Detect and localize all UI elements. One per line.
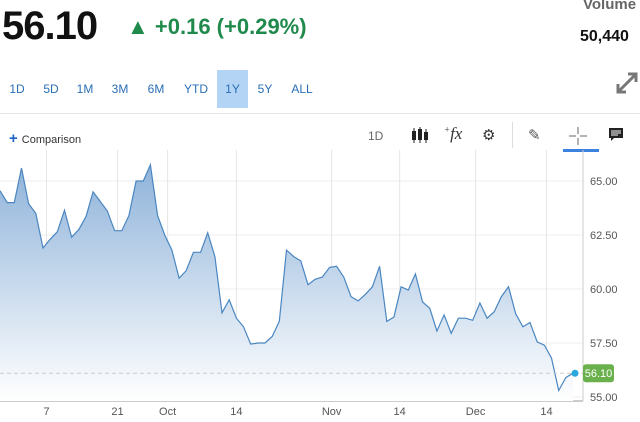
range-tab-all[interactable]: ALL bbox=[291, 82, 313, 96]
crosshair-icon[interactable] bbox=[568, 126, 588, 149]
expand-icon[interactable] bbox=[614, 70, 640, 96]
price-area bbox=[0, 164, 573, 401]
range-tab-3m[interactable]: 3M bbox=[111, 82, 129, 96]
x-tick-label: 7 bbox=[43, 406, 49, 418]
y-tick-label: 65.00 bbox=[590, 176, 618, 188]
range-tab-5d[interactable]: 5D bbox=[43, 82, 59, 96]
indicator-fx-icon[interactable]: +fx bbox=[444, 124, 463, 143]
divider bbox=[0, 113, 640, 114]
x-tick-label: 21 bbox=[111, 406, 123, 418]
range-tab-5y[interactable]: 5Y bbox=[257, 82, 273, 96]
y-tick-label: 57.50 bbox=[590, 338, 618, 350]
x-tick-label: 14 bbox=[540, 406, 552, 418]
range-tab-1m[interactable]: 1M bbox=[76, 82, 94, 96]
price-line bbox=[0, 162, 574, 393]
x-tick-label: Dec bbox=[466, 406, 486, 418]
y-tick-label: 62.50 bbox=[590, 230, 618, 242]
toolbar-separator bbox=[512, 122, 513, 148]
candlestick-icon[interactable] bbox=[410, 126, 430, 147]
range-tab-6m[interactable]: 6M bbox=[147, 82, 165, 96]
volume-label: Volume bbox=[583, 0, 637, 13]
x-tick-label: Oct bbox=[159, 406, 176, 418]
last-price: 56.10 bbox=[2, 4, 98, 48]
pencil-icon[interactable]: ✎ bbox=[528, 127, 541, 144]
interval-button[interactable]: 1D bbox=[368, 129, 384, 143]
up-arrow-icon: ▲ bbox=[127, 14, 149, 39]
y-tick-label: 55.00 bbox=[590, 392, 618, 404]
y-tick-label: 60.00 bbox=[590, 284, 618, 296]
x-tick-label: 14 bbox=[394, 406, 406, 418]
gear-icon[interactable]: ⚙ bbox=[482, 127, 496, 144]
last-price-badge-label: 56.10 bbox=[585, 368, 613, 380]
plus-icon: + bbox=[9, 130, 18, 147]
news-icon[interactable] bbox=[608, 126, 624, 145]
last-price-badge bbox=[583, 364, 614, 383]
range-tab-1y[interactable]: 1Y bbox=[217, 70, 248, 108]
add-comparison-button[interactable]: + Comparison bbox=[9, 130, 81, 147]
range-tab-ytd[interactable]: YTD bbox=[184, 82, 208, 96]
volume-value: 50,440 bbox=[580, 28, 629, 45]
comparison-label: Comparison bbox=[21, 134, 82, 146]
price-change-text: +0.16 (+0.29%) bbox=[154, 14, 307, 39]
x-tick-label: Nov bbox=[322, 406, 342, 418]
last-price-marker bbox=[571, 369, 579, 377]
range-tab-1d[interactable]: 1D bbox=[9, 82, 25, 96]
price-change: ▲ +0.16 (+0.29%) bbox=[127, 14, 307, 40]
x-tick-label: 14 bbox=[230, 406, 242, 418]
crosshair-active-indicator bbox=[563, 149, 599, 152]
